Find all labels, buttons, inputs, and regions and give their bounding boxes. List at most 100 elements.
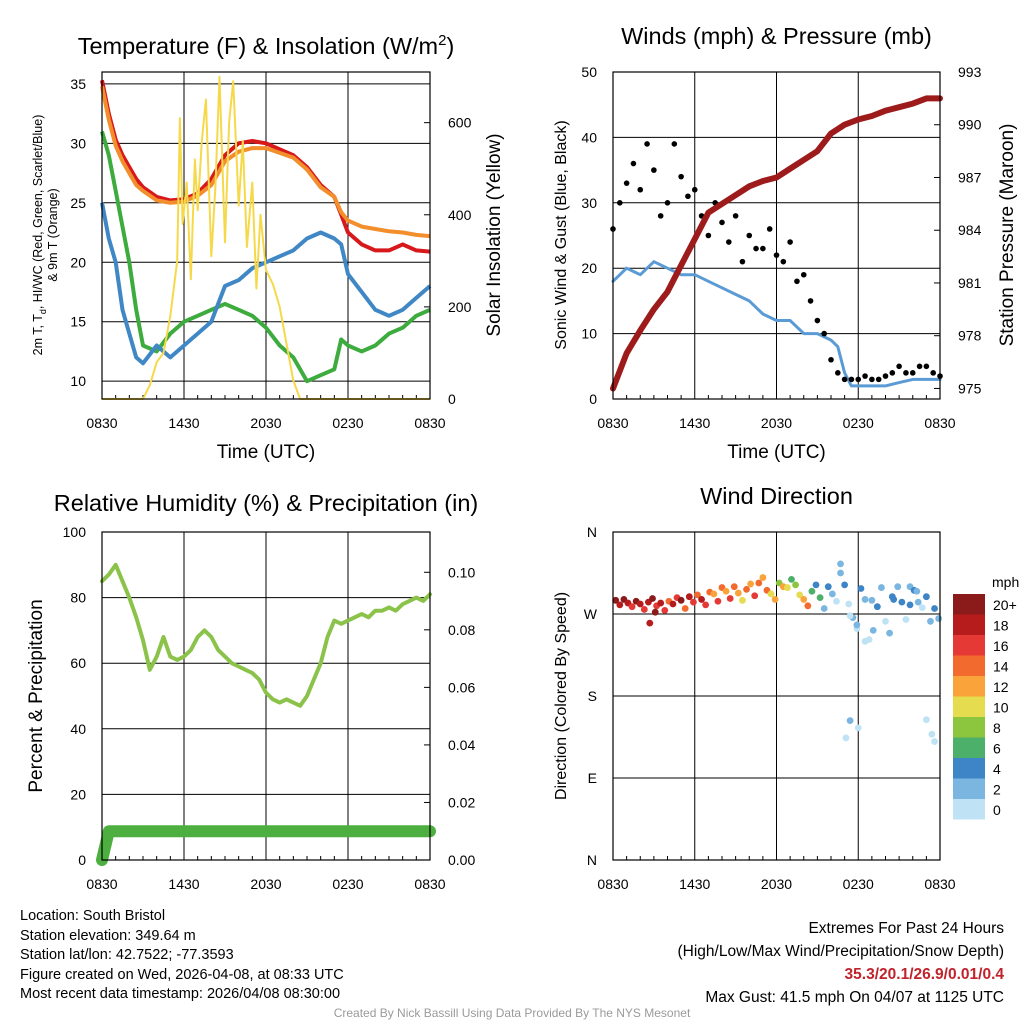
extremes-title: Extremes For Past 24 Hours xyxy=(808,920,1004,937)
gust-point xyxy=(875,376,882,383)
y-axis-label-line1: 2m T, Td, HI/WC (Red, Green, Scarlet/Blu… xyxy=(31,115,48,356)
legend-swatch xyxy=(953,614,985,635)
gust-point xyxy=(678,173,684,180)
gust-point xyxy=(909,370,916,376)
gust-point xyxy=(623,180,630,186)
series-line-precipitation xyxy=(96,825,436,866)
x-tick-label: 0230 xyxy=(332,876,363,892)
gust-point xyxy=(630,160,637,167)
x-tick-label: 2030 xyxy=(761,876,792,892)
direction-point xyxy=(616,601,624,609)
y-tick-label: 35 xyxy=(70,76,86,92)
x-tick-label: 0830 xyxy=(597,876,628,892)
y-axis-label: Percent & Precipitation xyxy=(26,599,47,792)
x-tick-label: 2030 xyxy=(250,876,281,892)
max-gust: Max Gust: 41.5 mph On 04/07 at 1125 UTC xyxy=(705,989,1004,1006)
gust-point xyxy=(903,370,909,376)
x-tick-label: 1430 xyxy=(168,415,199,431)
gust-point xyxy=(841,376,848,383)
gust-point xyxy=(930,370,936,376)
direction-point xyxy=(820,605,828,612)
legend-swatch xyxy=(953,737,985,758)
direction-point xyxy=(640,606,648,613)
series-line-relative-humidity xyxy=(100,562,432,708)
gust-point xyxy=(671,141,678,147)
y2-axis-label: Station Pressure (Maroon) xyxy=(997,124,1018,347)
legend-label: 0 xyxy=(993,802,1001,818)
extremes-values: 35.3/20.1/26.9/0.01/0.4 xyxy=(844,966,1004,983)
legend-label: 2 xyxy=(993,782,1001,798)
direction-point xyxy=(759,574,767,581)
direction-point xyxy=(845,600,853,608)
gust-point xyxy=(637,186,644,193)
y2-tick-label: 987 xyxy=(958,169,982,185)
gust-point xyxy=(664,200,671,206)
x-tick-label: 0830 xyxy=(924,876,955,892)
series-line-9m-temperature xyxy=(100,85,431,239)
y-tick-label: 20 xyxy=(581,260,597,276)
y-tick-label: 25 xyxy=(70,195,86,211)
y2-tick-label: 984 xyxy=(958,222,982,238)
y2-axis-label: Solar Insolation (Yellow) xyxy=(484,133,505,336)
y-tick-label: 30 xyxy=(581,195,597,211)
direction-point xyxy=(661,606,669,614)
y2-tick-label: 978 xyxy=(958,328,982,344)
gust-point xyxy=(828,356,834,363)
chart-title: Temperature (F) & Insolation (W/m2) xyxy=(78,32,455,59)
y2-tick-label: 0.06 xyxy=(448,679,475,695)
direction-point xyxy=(837,569,844,577)
legend-label: 8 xyxy=(993,720,1001,736)
gust-point xyxy=(657,213,664,219)
gust-point xyxy=(800,271,807,278)
y-tick-label: 50 xyxy=(581,64,597,80)
direction-point xyxy=(722,587,730,595)
direction-point xyxy=(828,590,836,598)
x-tick-label: 1430 xyxy=(168,876,199,892)
legend-label: 4 xyxy=(993,761,1001,777)
y2-tick-label: 600 xyxy=(448,115,472,131)
y-tick-label: 40 xyxy=(581,129,597,145)
legend-swatch xyxy=(953,594,985,615)
y-tick-label: 0 xyxy=(589,391,597,407)
direction-point xyxy=(628,603,636,611)
legend-swatch xyxy=(953,758,985,779)
direction-point xyxy=(833,597,840,605)
direction-point xyxy=(743,586,750,593)
legend-label: 16 xyxy=(993,638,1009,654)
direction-point xyxy=(808,587,816,595)
direction-point xyxy=(918,604,926,612)
direction-point xyxy=(902,616,910,623)
direction-point xyxy=(857,585,865,592)
x-tick-label: 0830 xyxy=(86,876,117,892)
gust-point xyxy=(766,226,773,232)
direction-point xyxy=(689,598,697,606)
plot-border xyxy=(101,531,431,861)
recent-timestamp: Most recent data timestamp: 2026/04/08 0… xyxy=(20,986,341,1003)
x-tick-label: 0230 xyxy=(843,415,874,431)
direction-point xyxy=(714,597,722,605)
y-tick-label: 40 xyxy=(70,721,86,737)
winds-panel: 0830 1430 2030 0230 083001020304050975978981… xyxy=(553,23,1018,463)
gust-point xyxy=(760,245,766,252)
y2-tick-label: 993 xyxy=(958,64,982,80)
gust-point xyxy=(705,232,712,239)
direction-point xyxy=(710,590,718,598)
y-tick-label: E xyxy=(588,770,597,786)
direction-point xyxy=(685,593,693,601)
legend-label: 12 xyxy=(993,679,1009,695)
figure-created: Figure created on Wed, 2026-04-08, at 08… xyxy=(20,966,344,983)
direction-point xyxy=(747,580,755,588)
direction-point xyxy=(804,602,812,610)
gust-point xyxy=(726,239,732,245)
direction-point xyxy=(646,619,654,627)
y2-tick-label: 975 xyxy=(958,380,982,396)
direction-point xyxy=(935,615,943,622)
humidity-panel: 0830 1430 2030 0230 08300204060801000.000.02… xyxy=(26,490,478,892)
direction-point xyxy=(767,590,775,598)
direction-point xyxy=(898,598,906,606)
plot-border xyxy=(101,71,431,400)
y-axis-label-line2: & 9m T (Orange) xyxy=(46,188,60,281)
x-tick-label: 0230 xyxy=(332,415,363,431)
direction-point xyxy=(914,598,922,606)
